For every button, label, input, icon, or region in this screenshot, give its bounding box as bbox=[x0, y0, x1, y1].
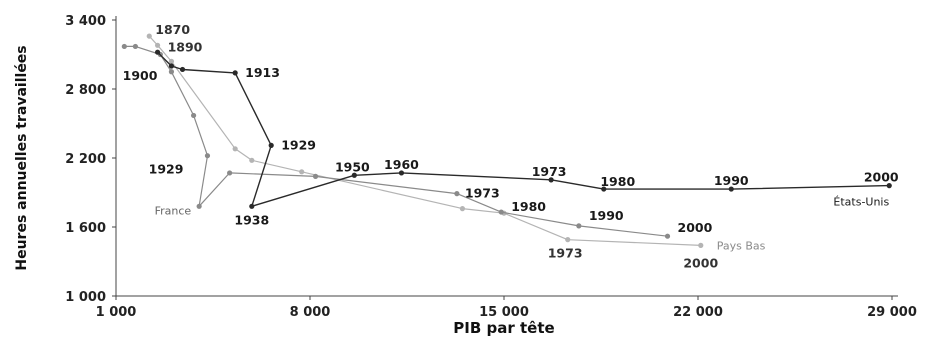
data-point bbox=[268, 142, 274, 148]
data-point bbox=[146, 33, 152, 39]
point-year-label: 1990 bbox=[589, 208, 624, 223]
data-point bbox=[886, 183, 892, 189]
y-tick-label: 2 800 bbox=[65, 83, 106, 98]
x-axis-title: PIB par tête bbox=[453, 319, 554, 337]
point-year-label: 1950 bbox=[335, 159, 370, 174]
data-point bbox=[398, 170, 405, 176]
point-year-label: 1960 bbox=[384, 157, 419, 172]
data-point bbox=[132, 43, 138, 50]
point-year-label: 2000 bbox=[683, 255, 718, 270]
y-tick-labels: 1 000 1 600 2 200 2 800 3 400 bbox=[65, 14, 116, 305]
point-year-label: 1980 bbox=[600, 174, 635, 189]
data-point bbox=[168, 63, 175, 69]
data-point bbox=[204, 153, 211, 159]
data-point bbox=[232, 70, 238, 76]
point-year-label: 1913 bbox=[245, 65, 280, 80]
series-name-label: États-Unis bbox=[833, 196, 889, 209]
data-point bbox=[565, 237, 571, 243]
data-point bbox=[179, 66, 186, 73]
data-point bbox=[664, 233, 671, 239]
point-year-label: 1973 bbox=[532, 164, 567, 179]
series-line bbox=[148, 35, 701, 246]
point-year-label: 2000 bbox=[678, 220, 713, 235]
y-tick-label: 1 000 bbox=[65, 290, 106, 305]
data-point bbox=[232, 146, 238, 152]
labels-layer: 1870 1890 1900 1913 1929 1929 1938 1950 1960 1973… bbox=[123, 22, 899, 270]
series-layer bbox=[121, 33, 892, 248]
point-year-label: 1900 bbox=[123, 68, 158, 83]
data-point bbox=[154, 42, 161, 48]
x-tick-label: 29 000 bbox=[867, 305, 917, 320]
point-year-label: 1938 bbox=[234, 212, 269, 227]
data-point bbox=[196, 203, 202, 209]
data-point bbox=[299, 169, 305, 175]
data-point bbox=[548, 177, 554, 183]
series-name-label: Pays Bas bbox=[717, 239, 766, 252]
data-point bbox=[351, 172, 357, 178]
y-tick-label: 2 200 bbox=[65, 152, 106, 167]
data-point bbox=[249, 203, 255, 209]
axes bbox=[115, 16, 898, 297]
point-year-label: 1990 bbox=[714, 173, 749, 188]
x-tick-labels: 1 000 8 000 15 000 22 000 29 000 bbox=[96, 296, 917, 320]
x-tick-label: 22 000 bbox=[673, 305, 723, 320]
point-year-label: 1980 bbox=[511, 199, 546, 214]
data-point bbox=[154, 49, 161, 55]
y-axis-title: Heures annuelles travaillées bbox=[14, 45, 30, 270]
x-tick-label: 8 000 bbox=[290, 305, 331, 320]
y-tick-label: 1 600 bbox=[65, 221, 106, 236]
data-point bbox=[728, 186, 734, 192]
x-tick-label: 15 000 bbox=[479, 305, 529, 320]
point-year-label: 1929 bbox=[281, 137, 316, 152]
data-point bbox=[698, 242, 704, 248]
data-point bbox=[191, 112, 197, 119]
data-point bbox=[312, 173, 319, 179]
point-year-label: 2000 bbox=[864, 170, 899, 185]
data-point bbox=[454, 191, 460, 197]
data-point bbox=[601, 186, 607, 192]
series-2 bbox=[146, 33, 704, 248]
series-0 bbox=[154, 49, 892, 209]
x-tick-label: 1 000 bbox=[96, 305, 137, 320]
point-year-label: 1973 bbox=[548, 246, 583, 261]
data-point bbox=[168, 69, 175, 75]
data-point bbox=[249, 157, 255, 163]
point-year-label: 1973 bbox=[465, 186, 500, 201]
series-name-label: France bbox=[155, 204, 192, 217]
y-tick-label: 3 400 bbox=[65, 14, 106, 29]
data-point bbox=[576, 223, 582, 229]
data-point bbox=[121, 43, 127, 50]
point-year-label: 1870 bbox=[155, 22, 190, 37]
data-point bbox=[227, 170, 233, 176]
data-point bbox=[168, 58, 175, 64]
point-year-label: 1929 bbox=[149, 162, 184, 177]
data-point bbox=[498, 209, 504, 215]
point-year-label: 1890 bbox=[168, 39, 203, 54]
series-line bbox=[124, 45, 668, 237]
data-point bbox=[459, 206, 466, 212]
